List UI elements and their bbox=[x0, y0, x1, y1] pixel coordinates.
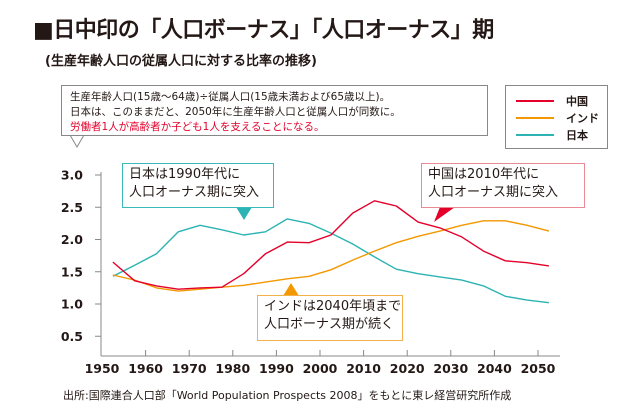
source-credit: 出所:国際連合人口部「World Population Prospects 20… bbox=[63, 389, 512, 402]
china-callout-line-2: 人口オーナス期に突入 bbox=[428, 185, 559, 200]
explanation-note: 生産年齢人口(15歳〜64歳)÷従属人口(15歳未満および65歳以上)。 日本は… bbox=[61, 85, 488, 136]
legend-swatch-india bbox=[516, 117, 554, 119]
series-lines bbox=[112, 200, 550, 304]
axes: 0.5 1.0 1.5 2.0 2.5 3.0 1950 1960 1970 1980 1990 20… bbox=[61, 168, 560, 376]
japan-callout: 日本は1990年代に 人口オーナス期に突入 bbox=[122, 163, 274, 208]
x-tick-label: 2040 bbox=[477, 361, 512, 376]
china-callout-pointer bbox=[434, 207, 455, 222]
legend-label-japan: 日本 bbox=[566, 129, 588, 142]
chart-subtitle: (生産年齢人口の従属人口に対する比率の推移) bbox=[45, 54, 317, 69]
series-line-china bbox=[112, 200, 550, 290]
china-callout-line-1: 中国は2010年代に bbox=[428, 167, 540, 182]
note-line-1: 生産年齢人口(15歳〜64歳)÷従属人口(15歳未満および65歳以上)。 bbox=[70, 91, 391, 103]
x-tick-label: 2010 bbox=[346, 361, 381, 376]
legend-label-india: インド bbox=[566, 112, 599, 125]
x-tick-label: 1970 bbox=[172, 361, 207, 376]
note-line-3: 労働者1人が高齢者か子ども1人を支えることになる。 bbox=[70, 121, 325, 133]
x-tick-label: 1980 bbox=[215, 361, 250, 376]
note-pointer bbox=[69, 134, 85, 148]
x-tick-label: 1990 bbox=[259, 361, 294, 376]
india-callout: インドは2040年頃まで 人口ボーナス期が続く bbox=[257, 295, 403, 341]
x-tick-label: 2030 bbox=[433, 361, 468, 376]
x-tick-label: 2000 bbox=[303, 361, 338, 376]
india-callout-pointer bbox=[283, 283, 299, 296]
y-tick-label: 1.5 bbox=[61, 264, 83, 279]
chart-title: ■日中印の「人口ボーナス」「人口オーナス」期 bbox=[33, 18, 494, 43]
legend-item-china: 中国 bbox=[516, 92, 588, 110]
india-callout-line-2: 人口ボーナス期が続く bbox=[264, 317, 395, 332]
series-line-india bbox=[112, 220, 550, 292]
note-line-2: 日本は、このままだと、2050年に生産年齢人口と従属人口が同数に。 bbox=[70, 106, 401, 118]
legend-item-japan: 日本 bbox=[516, 126, 588, 144]
y-tick-label: 3.0 bbox=[61, 168, 83, 183]
india-callout-line-1: インドは2040年頃まで bbox=[264, 299, 402, 314]
y-tick-label: 0.5 bbox=[61, 329, 83, 344]
china-callout: 中国は2010年代に 人口オーナス期に突入 bbox=[421, 163, 585, 208]
series-line-japan bbox=[112, 218, 549, 304]
legend-item-india: インド bbox=[516, 109, 599, 127]
legend-swatch-china bbox=[516, 100, 554, 102]
y-tick-label: 2.0 bbox=[61, 232, 83, 247]
japan-callout-line-2: 人口オーナス期に突入 bbox=[129, 185, 260, 200]
x-tick-label: 2020 bbox=[390, 361, 425, 376]
legend: 中国 インド 日本 bbox=[505, 85, 608, 149]
x-tick-label: 1950 bbox=[85, 361, 120, 376]
legend-label-china: 中国 bbox=[566, 95, 588, 108]
japan-callout-pointer bbox=[236, 207, 252, 220]
japan-callout-line-1: 日本は1990年代に bbox=[129, 167, 241, 182]
x-tick-label: 1960 bbox=[128, 361, 163, 376]
legend-swatch-japan bbox=[516, 134, 554, 136]
x-tick-label: 2050 bbox=[521, 361, 556, 376]
y-tick-label: 2.5 bbox=[61, 200, 83, 215]
y-tick-label: 1.0 bbox=[61, 297, 83, 312]
